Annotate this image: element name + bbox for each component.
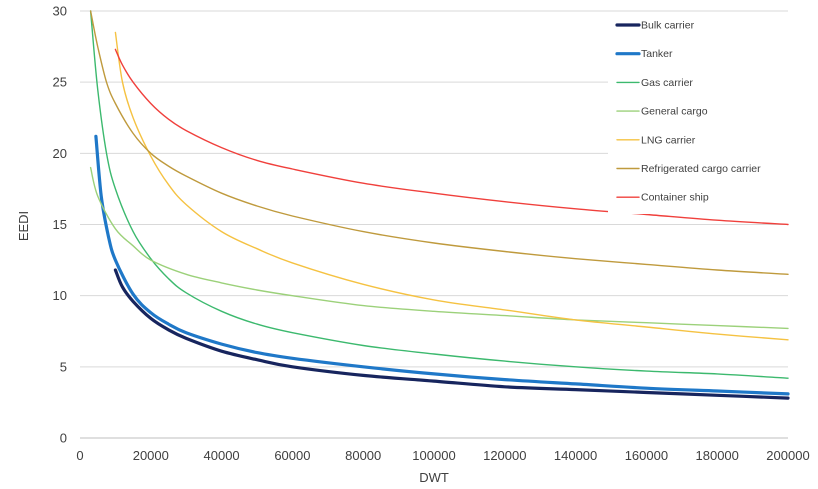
legend-label-3: General cargo	[641, 106, 708, 118]
y-axis-title: EEDI	[16, 211, 31, 241]
x-tick-label: 100000	[412, 448, 455, 463]
series-line-3	[89, 166, 789, 330]
x-axis-title: DWT	[419, 470, 449, 485]
legend-label-1: Tanker	[641, 48, 673, 60]
series-line-2	[89, 10, 789, 379]
x-tick-label: 60000	[274, 448, 310, 463]
x-tick-label: 20000	[133, 448, 169, 463]
series-line-0	[113, 268, 790, 400]
y-tick-label: 30	[53, 4, 67, 19]
legend-label-2: Gas carrier	[641, 77, 693, 89]
x-tick-label: 80000	[345, 448, 381, 463]
legend-label-5: Refrigerated cargo carrier	[641, 163, 761, 175]
x-tick-label: 40000	[204, 448, 240, 463]
series-line-5	[89, 10, 789, 275]
y-tick-label: 0	[60, 431, 67, 446]
legend: Bulk carrier Tanker Gas carrier General car…	[615, 20, 761, 204]
legend-background	[608, 14, 788, 214]
y-tick-label: 20	[53, 146, 67, 161]
y-tick-label: 25	[53, 75, 67, 90]
series-line-4	[114, 31, 789, 341]
y-tick-label: 10	[53, 288, 67, 303]
y-tick-label: 15	[53, 217, 67, 232]
legend-label-0: Bulk carrier	[641, 20, 695, 32]
x-tick-label: 120000	[483, 448, 526, 463]
y-tick-label: 5	[60, 359, 67, 374]
series-line-1	[94, 134, 790, 396]
axes: 0 5 10 15 20 25 30 0 20000 40000 60000 80000 100000 1…	[53, 4, 810, 464]
x-tick-label: 140000	[554, 448, 597, 463]
x-tick-label: 200000	[766, 448, 809, 463]
x-tick-label: 160000	[625, 448, 668, 463]
x-tick-label: 180000	[696, 448, 739, 463]
legend-label-6: Container ship	[641, 192, 709, 204]
x-tick-label: 0	[76, 448, 83, 463]
gridlines	[80, 10, 788, 368]
legend-label-4: LNG carrier	[641, 134, 696, 146]
